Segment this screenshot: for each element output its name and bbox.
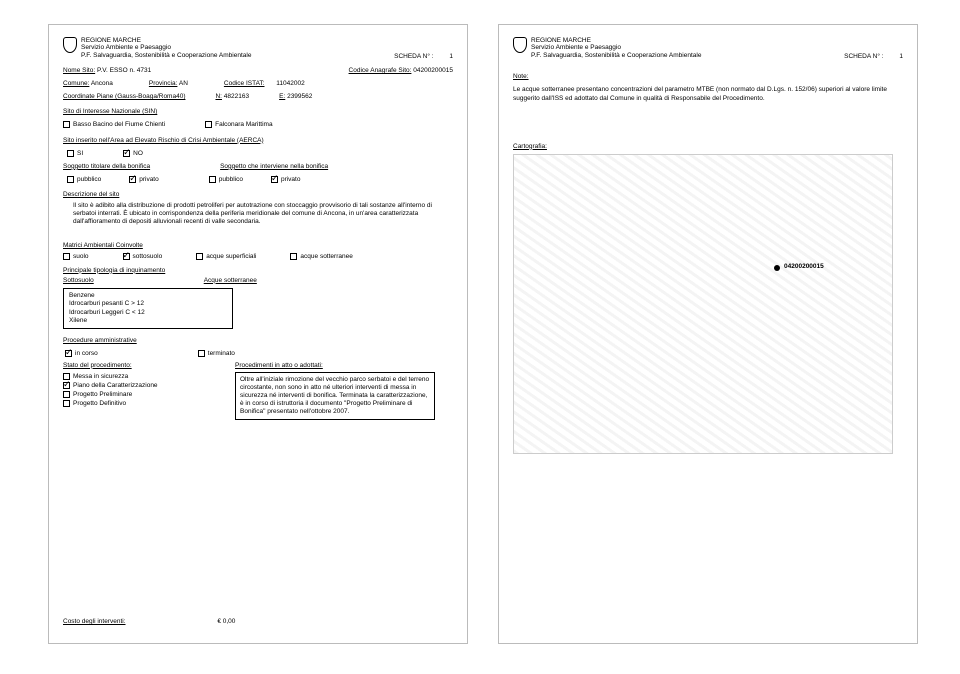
provincia-label: Provincia: [149, 80, 178, 87]
istat: 11042002 [276, 80, 304, 87]
map-id-label: 04200200015 [784, 263, 824, 270]
aerca-si-checkbox[interactable] [67, 150, 74, 157]
sin-chienti-checkbox[interactable] [63, 121, 70, 128]
nome-sito: P.V. ESSO n. 4731 [97, 67, 151, 74]
inquinamento-title: Principale tipologia di inquinamento [63, 267, 165, 274]
cartografia-label: Cartografia: [513, 143, 547, 150]
scheda-number-right: SCHEDA N° : 1 [844, 53, 903, 60]
descrizione-text: Il sito è adibito alla distribuzione di … [73, 202, 433, 226]
note-text: Le acque sotterranee presentano concentr… [513, 86, 903, 102]
provincia: AN [179, 80, 188, 87]
procedure-title: Procedure amministrative [63, 337, 137, 344]
logo-shield-icon [513, 37, 527, 53]
stato-piano-checkbox[interactable] [63, 382, 70, 389]
pollutants-box: Benzene Idrocarburi pesanti C > 12 Idroc… [63, 288, 233, 330]
anagrafe-label: Codice Anagrafe Sito: [349, 67, 412, 74]
scheda-number: SCHEDA N° : 1 [394, 53, 453, 60]
page-right: REGIONE MARCHE Servizio Ambiente e Paesa… [498, 24, 918, 644]
matrice-acque-sup-checkbox[interactable] [196, 253, 203, 260]
sin-falconara-checkbox[interactable] [205, 121, 212, 128]
comune: Ancona [91, 80, 113, 87]
coord-n: 4822163 [224, 93, 249, 100]
atti-label: Procedimenti in atto o adottati: [235, 362, 435, 369]
map-marker-icon [774, 265, 780, 271]
stato-label: Stato del procedimento: [63, 362, 213, 369]
stato-definitivo-checkbox[interactable] [63, 400, 70, 407]
soggetto-titolare-label: Soggetto titolare della bonifica [63, 163, 150, 170]
interviene-privato-checkbox[interactable] [271, 176, 278, 183]
proc-incorso-checkbox[interactable] [65, 350, 72, 357]
page-left: REGIONE MARCHE Servizio Ambiente e Paesa… [48, 24, 468, 644]
header-line2: Servizio Ambiente e Paesaggio [81, 44, 251, 51]
note-title: Note: [513, 73, 529, 80]
coord-label: Coordinate Piane (Gauss-Boaga/Roma40) [63, 93, 185, 100]
descrizione-title: Descrizione del sito [63, 191, 119, 198]
proc-terminato-checkbox[interactable] [198, 350, 205, 357]
matrice-acque-sot-checkbox[interactable] [290, 253, 297, 260]
map-image: 04200200015 [513, 154, 893, 454]
nome-sito-label: Nome Sito: [63, 67, 95, 74]
aerca-title: Sito inserito nell'Area ad Elevato Risch… [63, 137, 264, 144]
comune-label: Comune: [63, 80, 89, 87]
aerca-no-checkbox[interactable] [123, 150, 130, 157]
header-line3: P.F. Salvaguardia, Sostenibilità e Coope… [81, 52, 251, 59]
titolare-pubblico-checkbox[interactable] [67, 176, 74, 183]
anagrafe-code: 04200200015 [413, 67, 453, 74]
soggetto-interviene-label: Soggetto che interviene nella bonifica [220, 163, 328, 170]
logo-shield-icon [63, 37, 77, 53]
inq-col1: Sottosuolo [63, 277, 94, 284]
coord-e: 2399562 [287, 93, 312, 100]
titolare-privato-checkbox[interactable] [129, 176, 136, 183]
header-line1: REGIONE MARCHE [81, 37, 251, 44]
matrice-sottosuolo-checkbox[interactable] [123, 253, 130, 260]
costo-val: € 0,00 [217, 618, 235, 625]
istat-label: Codice ISTAT: [224, 80, 265, 87]
stato-preliminare-checkbox[interactable] [63, 391, 70, 398]
sin-title: Sito di Interesse Nazionale (SIN) [63, 108, 157, 115]
atti-text: Oltre all'iniziale rimozione del vecchio… [235, 372, 435, 421]
matrici-title: Matrici Ambientali Coinvolte [63, 242, 143, 249]
costo-row: Costo degli interventi: € 0,00 [63, 618, 235, 625]
inq-col2: Acque sotterranee [204, 277, 257, 284]
interviene-pubblico-checkbox[interactable] [209, 176, 216, 183]
matrice-suolo-checkbox[interactable] [63, 253, 70, 260]
